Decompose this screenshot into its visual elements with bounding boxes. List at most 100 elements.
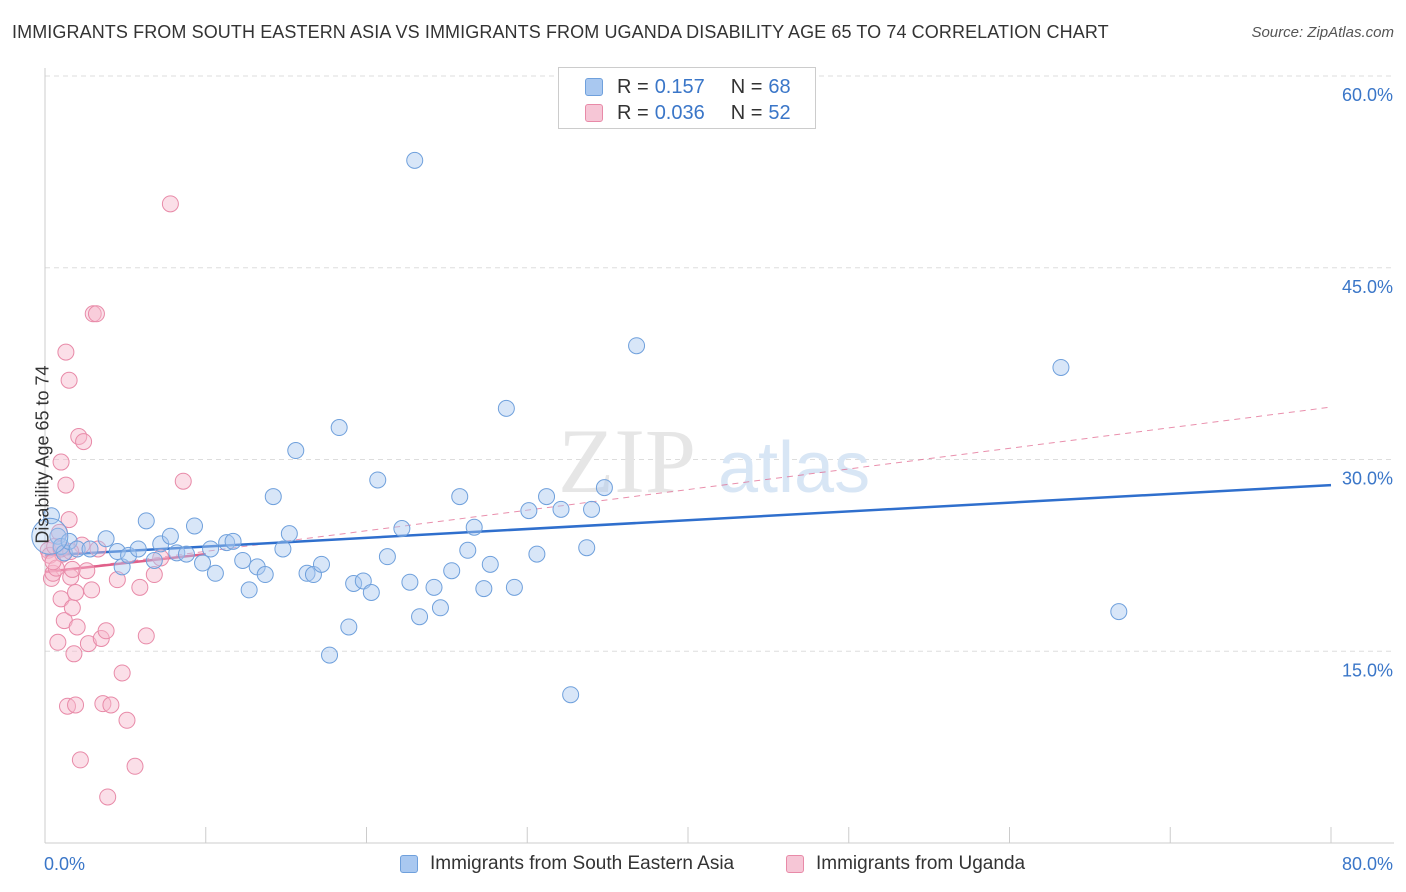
uganda-point [83, 581, 101, 599]
uganda-point [161, 195, 179, 213]
sea-point [369, 471, 387, 489]
uganda-point [52, 453, 70, 471]
sea-point [298, 564, 316, 582]
watermark: ZIP atlas [558, 410, 870, 512]
legend-r-value: 0.036 [654, 101, 705, 124]
sea-point [274, 540, 292, 558]
uganda-point [63, 560, 81, 578]
uganda-point [118, 711, 136, 729]
uganda-point [126, 757, 144, 775]
sea-point [505, 578, 523, 596]
uganda-point [145, 566, 163, 584]
uganda-point [87, 305, 105, 323]
sea-point [287, 442, 305, 460]
sea-point [137, 512, 155, 530]
uganda-trend-dashed [44, 406, 1332, 573]
sea-point [202, 540, 220, 558]
sea-point [1052, 358, 1070, 376]
sea-point [578, 539, 596, 557]
uganda-point [49, 633, 67, 651]
sea-point [185, 517, 203, 535]
legend-row-sea: R = 0.157 N = 68 [585, 74, 791, 100]
legend-r-value: 0.157 [654, 75, 705, 98]
bottom-swatch-pink [786, 855, 804, 873]
sea-point [161, 527, 179, 545]
sea-point [393, 520, 411, 538]
sea-point [459, 541, 477, 559]
bottom-legend-label: Immigrants from South Eastern Asia [430, 853, 735, 874]
y-axis-label: Disability Age 65 to 74 [32, 365, 53, 544]
uganda-point [99, 788, 117, 806]
axes [44, 68, 1394, 844]
sea-point [411, 608, 429, 626]
uganda-point [63, 599, 81, 617]
y-tick-label: 60.0% [1342, 85, 1393, 105]
sea-point [218, 534, 236, 552]
sea-point [81, 540, 99, 558]
sea-point [312, 555, 330, 573]
sea-point [145, 551, 163, 569]
sea-point [120, 546, 138, 564]
uganda-point [113, 664, 131, 682]
legend-r-label: R = [617, 75, 649, 98]
sea-point [425, 578, 443, 596]
uganda-point [60, 511, 78, 529]
legend-n-label: N = [730, 101, 763, 124]
sea-point [520, 502, 538, 520]
y-tick-label: 45.0% [1342, 277, 1393, 297]
sea-point [552, 500, 570, 518]
uganda-point [67, 583, 85, 601]
uganda-point [70, 427, 88, 445]
sea-point [481, 555, 499, 573]
sea-cluster-point [31, 517, 69, 555]
watermark-zip: ZIP [558, 410, 696, 512]
sea-point [321, 646, 339, 664]
uganda-point [71, 751, 89, 769]
uganda-point [97, 622, 115, 640]
sea-point [256, 566, 274, 584]
sea-point [264, 488, 282, 506]
sea-point [406, 151, 424, 169]
uganda-point [174, 472, 192, 490]
sea-point [49, 527, 67, 545]
uganda-point [78, 562, 96, 580]
x-tick-label-min: 0.0% [44, 854, 85, 874]
sea-point [234, 551, 252, 569]
sea-point [240, 581, 258, 599]
uganda-point [57, 343, 75, 361]
sea-points [31, 151, 1128, 704]
sea-point [497, 399, 515, 417]
uganda-points [39, 195, 192, 806]
uganda-point [44, 564, 62, 582]
sea-point [451, 488, 469, 506]
sea-point [340, 618, 358, 636]
uganda-point [108, 571, 126, 589]
uganda-point [102, 696, 120, 714]
sea-point [528, 545, 546, 563]
uganda-point [65, 645, 83, 663]
sea-point [1110, 603, 1128, 621]
sea-point [129, 540, 147, 558]
sea-point [280, 525, 298, 543]
source-credit: Source: ZipAtlas.com [1251, 24, 1394, 41]
sea-point [108, 543, 126, 561]
sea-point [42, 507, 60, 525]
uganda-point [60, 371, 78, 389]
x-tick-label-max: 80.0% [1342, 854, 1393, 874]
uganda-point [67, 696, 85, 714]
legend-n-value: 68 [768, 75, 791, 98]
sea-point [431, 599, 449, 617]
uganda-point [79, 635, 97, 653]
uganda-point [131, 578, 149, 596]
sea-point [224, 532, 242, 550]
tick-labels: 15.0% 30.0% 45.0% 60.0% 0.0% 80.0% [44, 85, 1393, 874]
legend-n-label: N = [730, 75, 763, 98]
chart-title: IMMIGRANTS FROM SOUTH EASTERN ASIA VS IM… [12, 22, 1109, 42]
sea-point [628, 337, 646, 355]
legend-r-label: R = [617, 101, 649, 124]
sea-point [443, 562, 461, 580]
uganda-point [52, 590, 70, 608]
sea-point [354, 572, 372, 590]
legend-row-uganda: R = 0.036 N = 52 [585, 100, 791, 126]
